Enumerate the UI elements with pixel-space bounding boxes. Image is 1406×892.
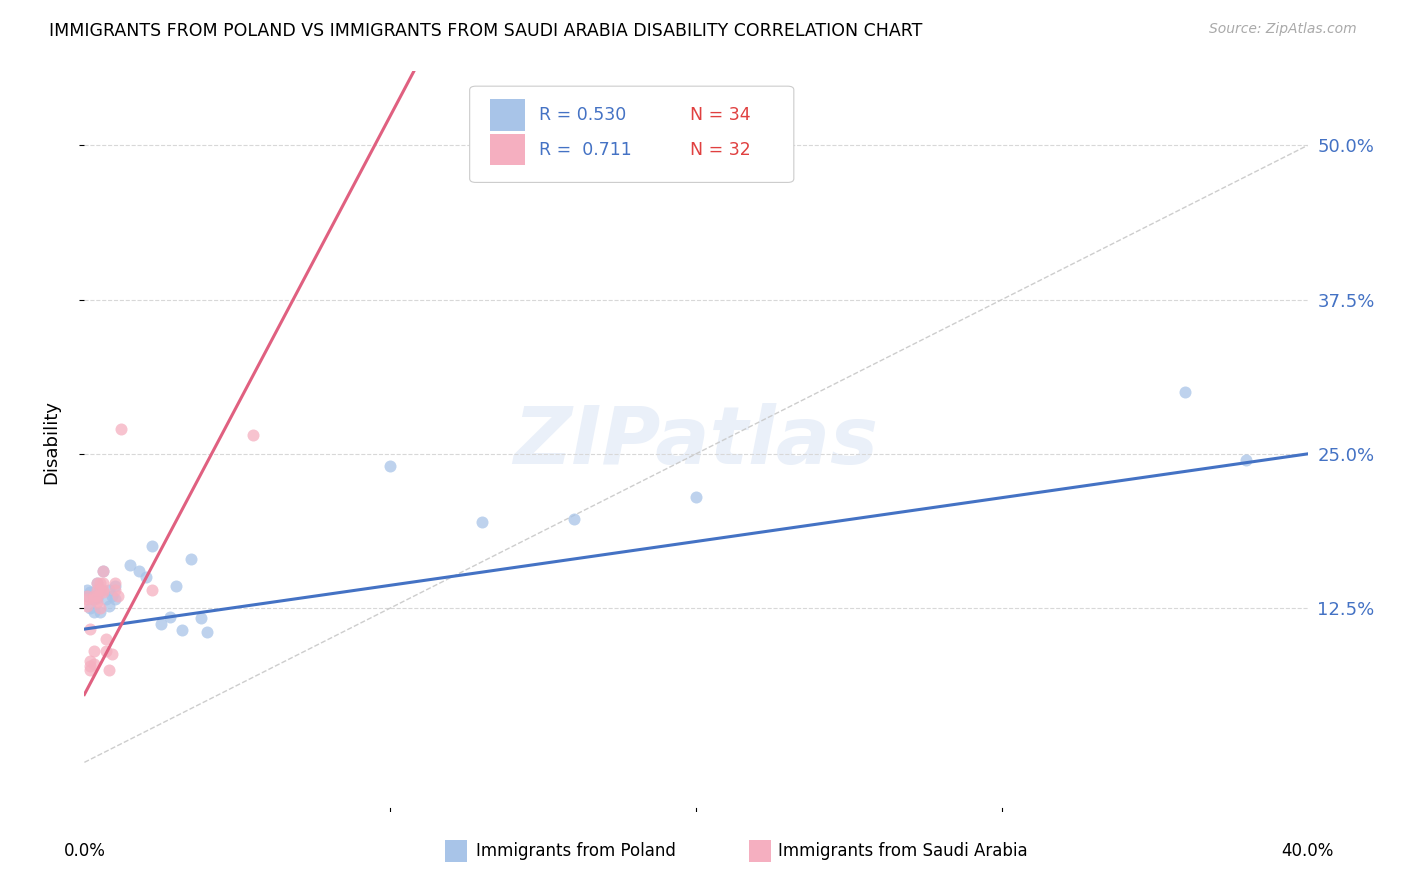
Bar bbox=[491, 135, 524, 165]
Y-axis label: Disability: Disability bbox=[42, 400, 60, 483]
Point bbox=[91, 582, 114, 597]
FancyBboxPatch shape bbox=[470, 87, 794, 183]
Point bbox=[101, 589, 124, 603]
Point bbox=[79, 654, 101, 668]
Point bbox=[104, 592, 127, 607]
Point bbox=[86, 591, 108, 606]
Point bbox=[380, 459, 402, 474]
Point bbox=[76, 589, 98, 603]
Point bbox=[83, 657, 105, 671]
Point bbox=[86, 589, 108, 603]
Bar bbox=[491, 100, 524, 130]
Point bbox=[101, 647, 124, 661]
Point bbox=[165, 579, 187, 593]
Point bbox=[104, 576, 127, 591]
Point bbox=[86, 595, 108, 609]
Text: R =  0.711: R = 0.711 bbox=[540, 141, 633, 159]
Point bbox=[104, 579, 127, 593]
Point bbox=[86, 576, 108, 591]
Point bbox=[83, 605, 105, 619]
Point bbox=[94, 592, 117, 607]
Point bbox=[159, 609, 181, 624]
Point bbox=[141, 582, 163, 597]
Point bbox=[79, 622, 101, 636]
Point bbox=[141, 540, 163, 554]
Point bbox=[76, 592, 98, 607]
Point bbox=[120, 558, 142, 572]
Point bbox=[86, 582, 108, 597]
Text: ZIPatlas: ZIPatlas bbox=[513, 402, 879, 481]
Point bbox=[79, 585, 101, 599]
Text: N = 34: N = 34 bbox=[690, 106, 751, 124]
Point bbox=[242, 428, 264, 442]
Point bbox=[135, 570, 157, 584]
Point bbox=[89, 605, 111, 619]
Point bbox=[94, 632, 117, 646]
Text: IMMIGRANTS FROM POLAND VS IMMIGRANTS FROM SAUDI ARABIA DISABILITY CORRELATION CH: IMMIGRANTS FROM POLAND VS IMMIGRANTS FRO… bbox=[49, 22, 922, 40]
Point bbox=[89, 576, 111, 591]
Point bbox=[91, 564, 114, 578]
Point bbox=[128, 564, 150, 578]
Point bbox=[91, 564, 114, 578]
Point bbox=[83, 592, 105, 607]
Text: 0.0%: 0.0% bbox=[63, 842, 105, 860]
Point bbox=[190, 611, 212, 625]
Point bbox=[149, 617, 172, 632]
Point bbox=[79, 663, 101, 677]
Point bbox=[86, 576, 108, 591]
Text: Immigrants from Poland: Immigrants from Poland bbox=[475, 842, 676, 860]
Point bbox=[104, 582, 127, 597]
Point bbox=[89, 582, 111, 597]
Text: Immigrants from Saudi Arabia: Immigrants from Saudi Arabia bbox=[778, 842, 1028, 860]
Point bbox=[79, 659, 101, 673]
Point bbox=[76, 599, 98, 613]
Point bbox=[110, 422, 132, 436]
Point bbox=[76, 582, 98, 597]
Point bbox=[471, 515, 494, 529]
Point bbox=[97, 582, 120, 597]
Point bbox=[76, 589, 98, 603]
Point bbox=[83, 589, 105, 603]
Point bbox=[562, 512, 585, 526]
Point bbox=[1174, 385, 1197, 400]
Point bbox=[91, 585, 114, 599]
Bar bbox=[748, 840, 770, 862]
Point bbox=[107, 589, 129, 603]
Bar bbox=[446, 840, 467, 862]
Text: N = 32: N = 32 bbox=[690, 141, 751, 159]
Point bbox=[685, 490, 707, 504]
Text: Source: ZipAtlas.com: Source: ZipAtlas.com bbox=[1209, 22, 1357, 37]
Text: R = 0.530: R = 0.530 bbox=[540, 106, 627, 124]
Point bbox=[83, 644, 105, 658]
Point bbox=[97, 663, 120, 677]
Point bbox=[195, 624, 218, 639]
Text: 40.0%: 40.0% bbox=[1281, 842, 1334, 860]
Point bbox=[94, 644, 117, 658]
Point bbox=[89, 582, 111, 597]
Point bbox=[79, 601, 101, 615]
Point bbox=[83, 592, 105, 607]
Point bbox=[97, 599, 120, 613]
Point bbox=[172, 624, 194, 638]
Point bbox=[1236, 453, 1258, 467]
Point bbox=[89, 601, 111, 615]
Point bbox=[180, 551, 202, 566]
Point bbox=[91, 576, 114, 591]
